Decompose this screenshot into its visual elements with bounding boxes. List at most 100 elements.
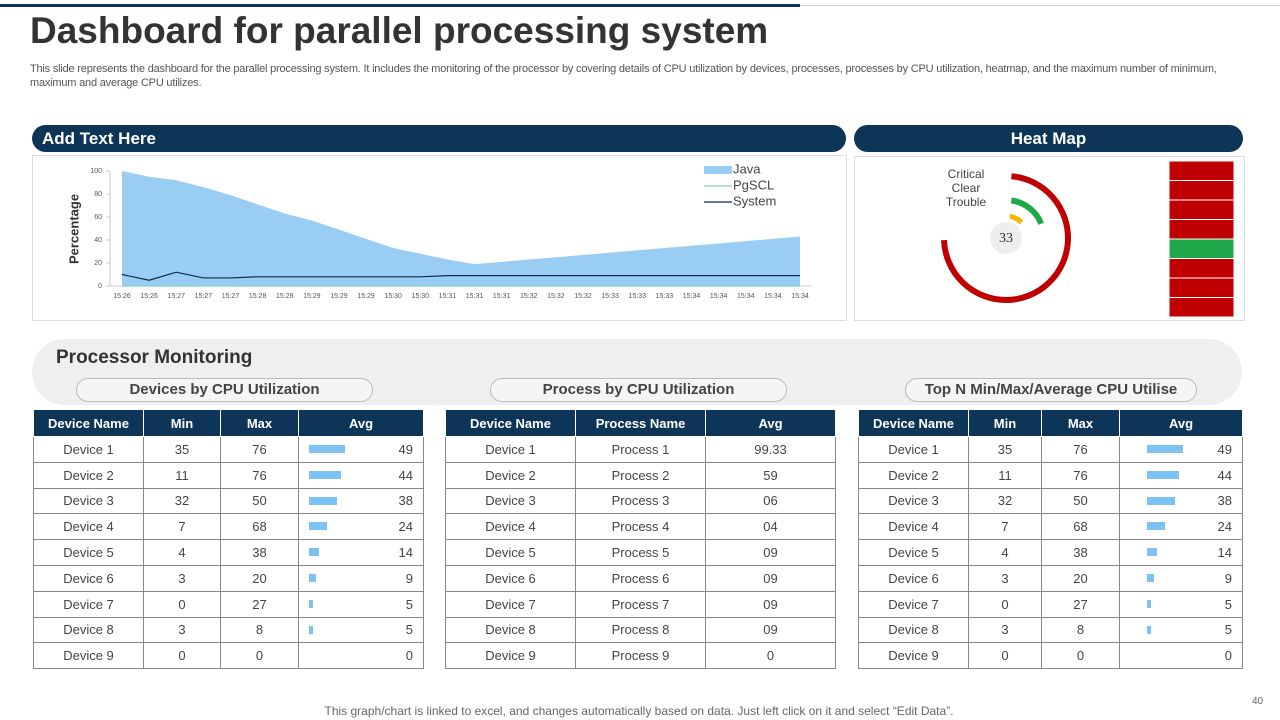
row: Device 7 Process 7 09 bbox=[445, 590, 836, 618]
cell: Device 7 bbox=[445, 590, 576, 618]
cell: Process 2 bbox=[575, 461, 706, 489]
cell: 68 bbox=[1041, 513, 1120, 541]
cell: 49 bbox=[298, 436, 424, 463]
heat-cell bbox=[1168, 258, 1235, 279]
cell-text: 5 bbox=[405, 596, 413, 612]
cell: 5 bbox=[298, 616, 424, 644]
x-tick-label: 15:31 bbox=[466, 293, 484, 300]
cell: 68 bbox=[220, 513, 299, 541]
cell-text: 9 bbox=[1224, 570, 1232, 586]
cell: 0 bbox=[1119, 642, 1243, 670]
cell: Device 5 bbox=[33, 539, 144, 566]
cell: Device 9 bbox=[445, 642, 576, 670]
x-tick-label: 15:26 bbox=[140, 293, 158, 300]
cell: Device 5 bbox=[858, 539, 969, 566]
row: Device 7 0 27 5 bbox=[33, 590, 424, 618]
y-tick-label: 80 bbox=[94, 191, 102, 198]
cell: 8 bbox=[1041, 616, 1120, 644]
cell: Device 6 bbox=[445, 564, 576, 592]
cell: 0 bbox=[220, 642, 299, 670]
x-tick-label: 15:34 bbox=[737, 293, 755, 300]
heat-cell bbox=[1168, 219, 1235, 240]
gauge-arc bbox=[941, 173, 1071, 303]
cell: 09 bbox=[705, 616, 836, 644]
legend-label: System bbox=[733, 193, 776, 208]
x-tick-label: 15:34 bbox=[791, 293, 809, 300]
top-rule-light bbox=[800, 5, 1280, 6]
heat-cell bbox=[1168, 180, 1235, 201]
cell: 0 bbox=[705, 642, 836, 670]
heat-cell bbox=[1168, 160, 1235, 181]
legend-label: PgSCL bbox=[733, 177, 774, 192]
sub-title: Top N Min/Max/Average CPU Utilise bbox=[905, 378, 1197, 402]
heat-cell bbox=[1168, 238, 1235, 259]
cell: Process 4 bbox=[575, 513, 706, 541]
header-cell: Min bbox=[143, 409, 221, 437]
cell: 11 bbox=[968, 461, 1042, 489]
cell: Device 1 bbox=[445, 436, 576, 463]
cell-text: 5 bbox=[1224, 622, 1232, 638]
cell: Device 1 bbox=[858, 436, 969, 463]
chart-svg: 0 20 40 60 80 100 Percentage 15:26 15:26 15:27 15:… bbox=[66, 160, 1235, 318]
cell: 7 bbox=[968, 513, 1042, 541]
avg-bar bbox=[309, 625, 313, 634]
gauge-center bbox=[990, 222, 1022, 254]
x-tick-label: 15:34 bbox=[710, 293, 728, 300]
cell: 04 bbox=[705, 513, 836, 541]
footer-note: This graph/chart is linked to excel, and… bbox=[0, 704, 1280, 718]
cell: 5 bbox=[298, 590, 424, 618]
header-cell: Avg bbox=[705, 409, 836, 437]
header-cell: Min bbox=[968, 409, 1042, 437]
row: Device 2 Process 2 59 bbox=[445, 461, 836, 489]
avg-bar bbox=[309, 599, 313, 608]
avg-bar bbox=[1147, 599, 1151, 608]
cell: 27 bbox=[220, 590, 299, 618]
x-tick-label: 15:33 bbox=[601, 293, 619, 300]
cell: Device 8 bbox=[33, 616, 144, 644]
cell: Device 1 bbox=[33, 436, 144, 463]
gauge-arc bbox=[1009, 213, 1024, 225]
legend-swatch bbox=[704, 166, 732, 174]
header-cell: Device Name bbox=[33, 409, 144, 437]
table: Device Name Process Name Avg Device 1 Proces… bbox=[445, 409, 836, 670]
x-tick-label: 15:27 bbox=[167, 293, 185, 300]
x-tick-label: 15:26 bbox=[113, 293, 131, 300]
cell: Process 1 bbox=[575, 436, 706, 463]
cell: 38 bbox=[1119, 487, 1243, 515]
cell: 0 bbox=[298, 642, 424, 670]
top-rule bbox=[0, 4, 800, 7]
cell: Device 6 bbox=[858, 564, 969, 592]
cell: 27 bbox=[1041, 590, 1120, 618]
row: Device 6 3 20 9 bbox=[33, 564, 424, 592]
x-tick-label: 15:32 bbox=[547, 293, 565, 300]
gauge-label: Trouble bbox=[946, 195, 987, 209]
x-tick-label: 15:34 bbox=[764, 293, 782, 300]
cell: 11 bbox=[143, 461, 221, 489]
cell: 3 bbox=[143, 564, 221, 592]
row: Device 1 35 76 49 bbox=[33, 436, 424, 463]
gauge-label: Clear bbox=[952, 181, 981, 195]
row: Device 1 Process 1 99.33 bbox=[445, 436, 836, 463]
header-row: Device Name Min Max Avg bbox=[33, 409, 424, 437]
row: Device 4 7 68 24 bbox=[858, 513, 1243, 541]
cell: Device 4 bbox=[445, 513, 576, 541]
cell: 0 bbox=[143, 642, 221, 670]
cell: 0 bbox=[968, 590, 1042, 618]
y-tick-label: 40 bbox=[94, 237, 102, 244]
heat-cell bbox=[1168, 277, 1235, 298]
avg-bar bbox=[309, 470, 342, 479]
heat-cell bbox=[1168, 199, 1235, 220]
y-axis-label: Percentage bbox=[66, 194, 81, 264]
cell: 76 bbox=[220, 461, 299, 489]
heatmap-box bbox=[854, 156, 1245, 321]
x-tick-label: 15:32 bbox=[520, 293, 538, 300]
avg-bar bbox=[309, 522, 327, 531]
page-number: 40 bbox=[1252, 696, 1264, 707]
cell: 0 bbox=[1041, 642, 1120, 670]
cell: Device 7 bbox=[858, 590, 969, 618]
cell: 09 bbox=[705, 564, 836, 592]
cell-text: 49 bbox=[398, 441, 413, 457]
footer-text: This graph/chart is linked to excel, and… bbox=[324, 704, 954, 718]
cell: 35 bbox=[968, 436, 1042, 463]
